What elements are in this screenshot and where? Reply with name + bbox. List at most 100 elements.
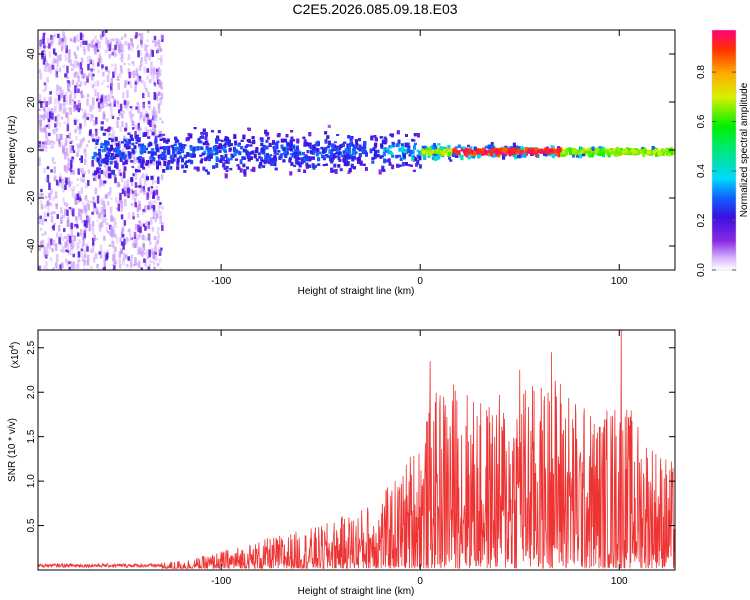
spectrogram-cell: [57, 95, 61, 101]
spectrogram-cell: [55, 68, 58, 73]
spectrogram-cell: [489, 149, 493, 154]
spectrogram-cell: [83, 73, 87, 77]
spectrogram-cell: [88, 200, 92, 204]
spectrogram-cell: [668, 151, 672, 156]
spectrogram-cell: [502, 155, 506, 160]
spectrogram-cell: [56, 55, 60, 63]
spectrogram-cell: [163, 138, 166, 143]
spectrogram-cell: [296, 157, 300, 161]
spectrogram-cell: [127, 212, 131, 219]
spectrogram-cell: [83, 148, 87, 154]
spectrogram-cell: [139, 184, 142, 189]
spectrogram-cell: [178, 152, 182, 155]
spectrogram-cell: [616, 147, 619, 151]
spectrogram-cell: [66, 259, 69, 267]
spectrogram-cell: [153, 209, 157, 215]
spectrogram-cell: [43, 101, 47, 106]
spectrogram-cell: [146, 176, 149, 181]
spectrogram-cell: [401, 145, 405, 151]
spectrogram-cell: [295, 146, 299, 150]
spectrogram-cell: [327, 140, 331, 146]
spectrogram-cell: [88, 130, 92, 136]
spectrogram-cell: [322, 155, 326, 158]
spectrogram-cell: [47, 237, 51, 244]
spectrogram-cell: [313, 150, 317, 153]
spectrogram-cell: [220, 139, 224, 143]
spectrogram-cell: [184, 162, 187, 165]
spectrogram-cell: [578, 154, 582, 159]
spectrogram-cell: [160, 55, 163, 62]
spectrogram-cell: [348, 148, 351, 153]
spectrogram-cell: [144, 259, 148, 263]
spectrogram-cell: [322, 147, 326, 152]
spectrogram-cell: [61, 38, 65, 43]
spectrogram-cell: [337, 164, 341, 168]
spectrogram-cell: [546, 149, 550, 154]
spectrogram-cell: [283, 151, 287, 154]
spectrogram-cell: [540, 148, 543, 153]
spectrogram-cell: [152, 210, 156, 219]
spectrogram-cell: [127, 145, 131, 150]
spectrogram-cell: [289, 139, 293, 144]
spectrogram-cell: [70, 68, 74, 71]
spectrogram-cell: [44, 231, 47, 236]
spectrogram-cell: [157, 108, 161, 114]
spectrogram-cell: [119, 126, 122, 132]
spectrogram-cell: [134, 202, 137, 208]
spectrogram-ylabel: Frequency (Hz): [7, 116, 18, 185]
spectrogram-cell: [96, 219, 99, 222]
spectrogram-cell: [391, 141, 395, 145]
spectrogram-cell: [154, 138, 158, 144]
spectrogram-cell: [515, 151, 519, 155]
spectrogram-cell: [153, 35, 157, 41]
spectrogram-cell: [106, 201, 110, 206]
spectrogram-cell: [284, 138, 287, 143]
spectrogram-cell: [113, 148, 116, 153]
spectrogram-cell: [88, 223, 91, 232]
spectrogram-cell: [247, 127, 251, 131]
spectrogram-cell: [294, 158, 298, 162]
spectrogram-cell: [111, 169, 115, 175]
spectrogram-cell: [45, 45, 49, 48]
spectrogram-cell: [85, 220, 88, 228]
spectrogram-cell: [327, 155, 331, 159]
spectrogram-cell: [50, 203, 53, 207]
spectrogram-cell: [42, 114, 45, 121]
spectrogram-cell: [96, 98, 99, 102]
spectrogram-cell: [92, 237, 95, 246]
spectrogram-cell: [467, 154, 471, 160]
spectrogram-cell: [133, 156, 136, 164]
spectrogram-cell: [71, 79, 75, 85]
spectrogram-cell: [102, 79, 106, 83]
spectrogram-cell: [222, 156, 225, 162]
spectrogram-cell: [140, 38, 143, 47]
spectrogram-cell: [263, 159, 267, 165]
spectrogram-cell: [500, 151, 504, 155]
spectrogram-cell: [499, 150, 503, 153]
spectrogram-cell: [58, 104, 62, 112]
spectrogram-cell: [294, 149, 298, 153]
spectrogram-cell: [443, 146, 447, 150]
spectrogram-cell: [98, 164, 102, 167]
spectrogram-cell: [261, 159, 264, 163]
spectrogram-cell: [59, 264, 62, 270]
spectrogram-cell: [159, 138, 163, 141]
spectrogram-cell: [48, 192, 52, 200]
spectrogram-cell: [77, 75, 80, 83]
spectrogram-cell: [148, 192, 151, 199]
spectrogram-cell: [105, 254, 108, 261]
spectrogram-cell: [146, 160, 150, 165]
spectrogram-cell: [126, 90, 129, 98]
spectrogram-cell: [411, 156, 415, 161]
spectrogram-cell: [362, 163, 366, 166]
spectrogram-cell: [329, 157, 333, 162]
spectrogram-cell: [326, 145, 330, 149]
spectrogram-cell: [427, 151, 431, 156]
spectrogram-cell: [167, 161, 171, 166]
spectrogram-cell: [40, 40, 43, 47]
spectrogram-cell: [353, 147, 357, 150]
spectrogram-cell: [380, 143, 384, 148]
spectrogram-cell: [96, 39, 99, 44]
spectrogram-cell: [87, 204, 90, 211]
spectrogram-cell: [70, 187, 73, 191]
